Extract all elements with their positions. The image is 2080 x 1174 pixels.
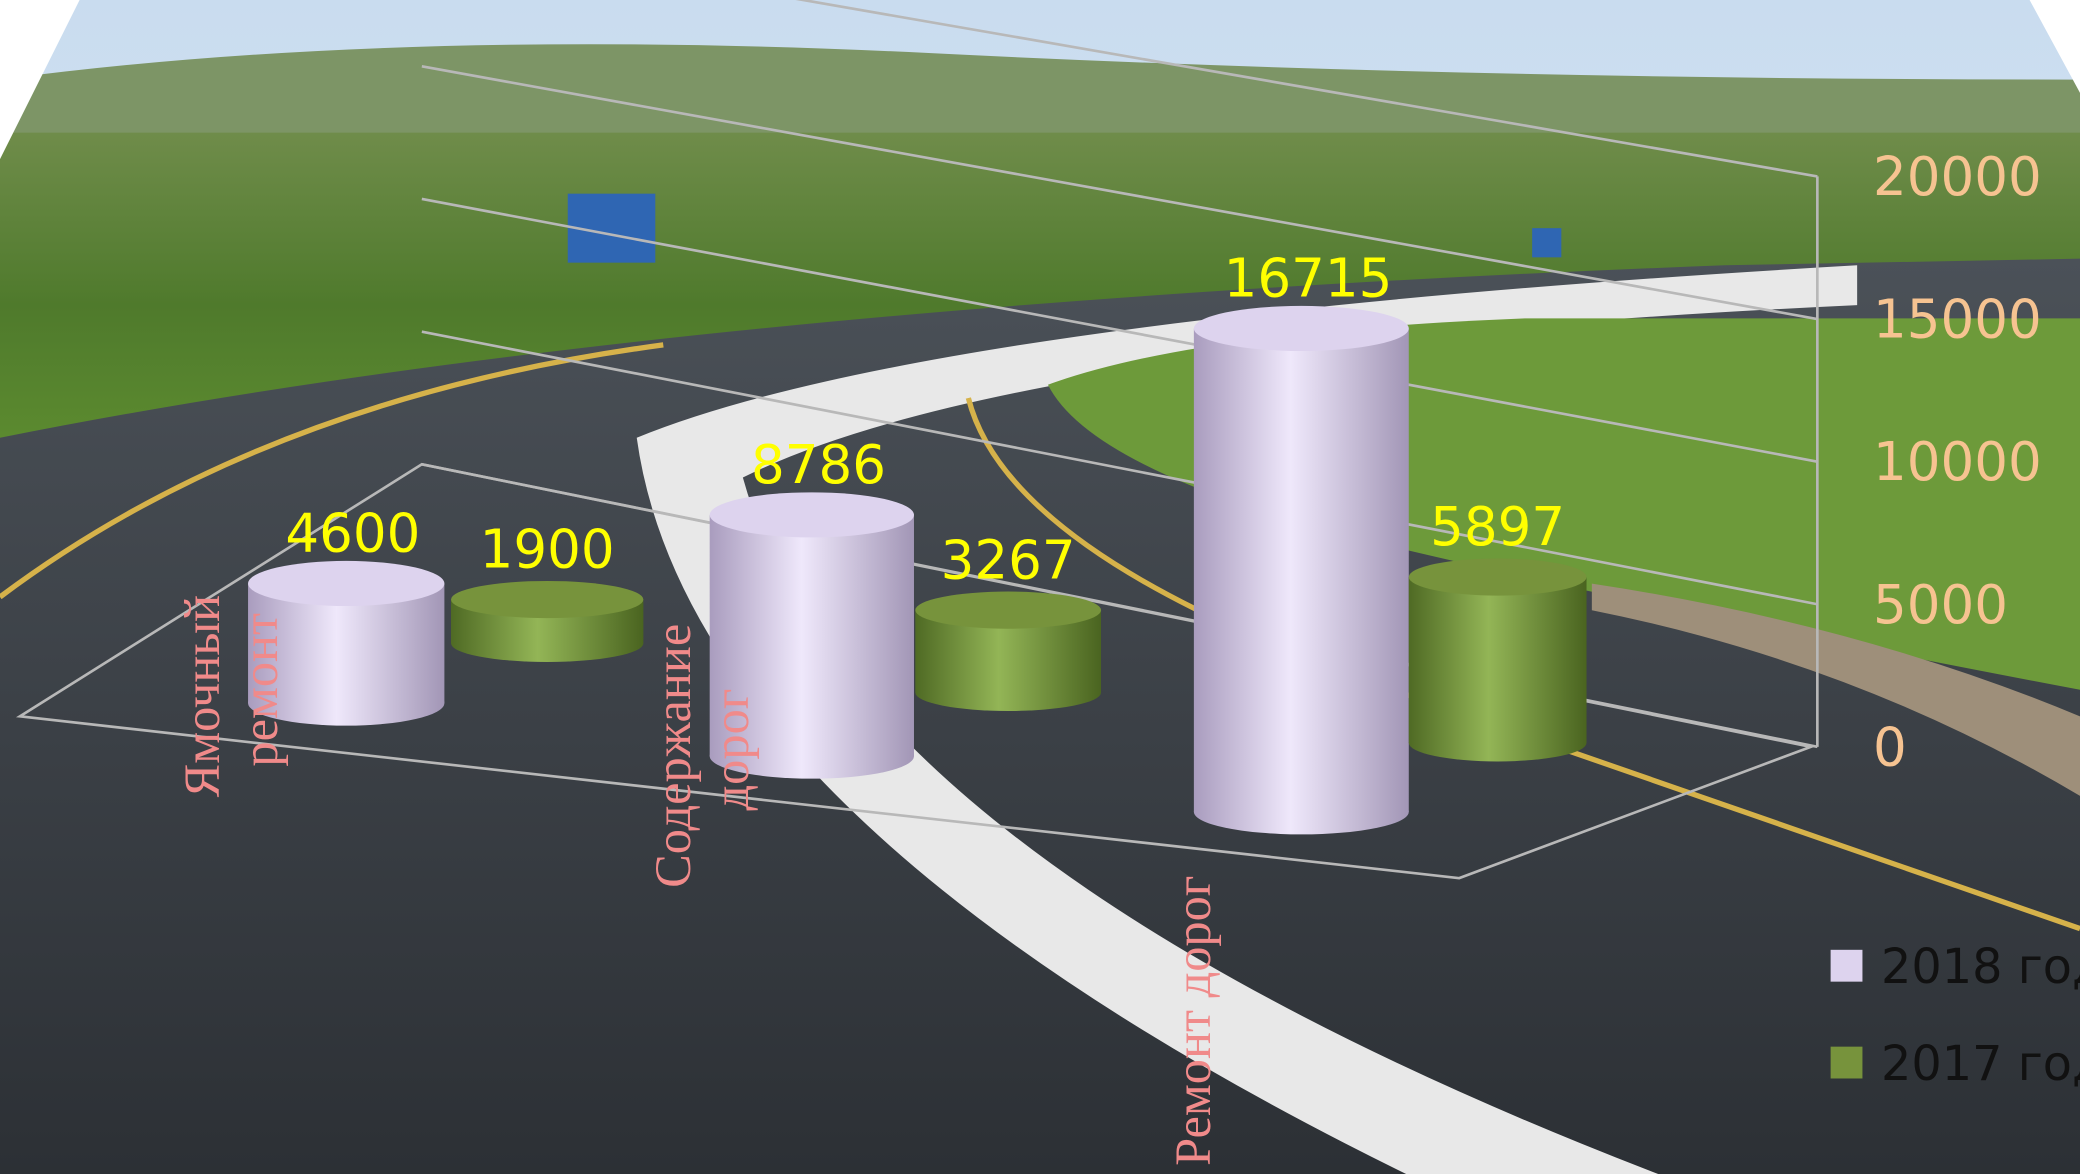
value-label: 4600: [285, 503, 420, 565]
cylinder: [451, 581, 643, 662]
legend-label: 2017 год: [1881, 1037, 2080, 1092]
cylinder-top: [248, 561, 444, 606]
x-tick-line: Ямочный: [174, 582, 230, 797]
value-label: 8786: [751, 434, 886, 496]
value-label: 5897: [1430, 496, 1565, 558]
page: {"chart_data": {"type": "bar3d", "catego…: [0, 0, 2080, 1174]
cylinder-top: [1409, 558, 1587, 595]
legend-label: 2018 год: [1881, 940, 2080, 995]
y-tick-label: 15000: [1873, 289, 2042, 351]
cylinder: [1194, 306, 1409, 834]
cylinder-top: [710, 492, 914, 537]
y-tick-label: 5000: [1873, 574, 2008, 636]
x-tick-label: Ремонт дорог: [1165, 876, 1221, 1166]
cylinder-top: [1194, 306, 1409, 351]
chart: 0 5000 10000 15000 20000 4600 8786 16715 2018 го…: [0, 0, 2080, 1174]
cylinder-top: [451, 581, 643, 618]
cylinder-top: [915, 592, 1101, 629]
value-label: 16715: [1224, 248, 1393, 310]
cylinder: [915, 592, 1101, 711]
x-tick-line: Содержание: [645, 611, 701, 888]
cylinder-body: [1409, 577, 1587, 743]
value-label: 1900: [480, 519, 615, 581]
value-label: 3267: [941, 529, 1076, 591]
cylinder-body: [1194, 328, 1409, 811]
legend-swatch: [1831, 950, 1863, 982]
x-tick-line: дорог: [703, 689, 759, 811]
y-tick-label: 0: [1873, 716, 1907, 778]
y-tick-label: 20000: [1873, 146, 2042, 208]
x-tick-line: ремонт: [232, 613, 288, 767]
legend-swatch: [1831, 1047, 1863, 1079]
y-tick-label: 10000: [1873, 431, 2042, 493]
cylinder: [1409, 558, 1587, 761]
